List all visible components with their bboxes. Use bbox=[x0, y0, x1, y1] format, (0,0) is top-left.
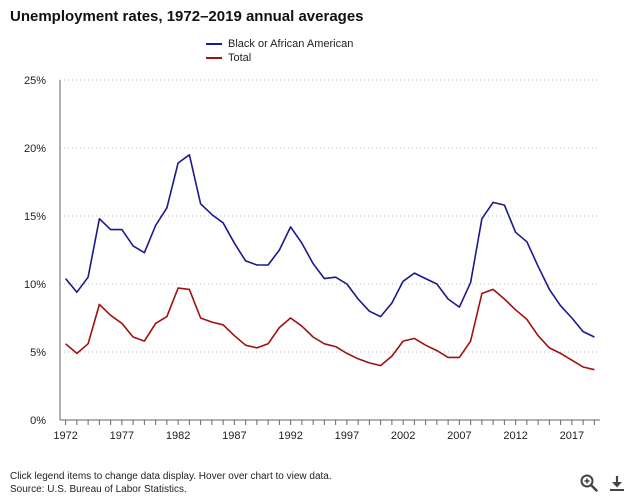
legend-swatch-black bbox=[206, 43, 222, 45]
x-tick-label: 1997 bbox=[335, 430, 359, 442]
x-tick-label: 2017 bbox=[560, 430, 584, 442]
chart-tools bbox=[580, 474, 626, 492]
footer-source: Source: U.S. Bureau of Labor Statistics. bbox=[10, 484, 187, 495]
series-line-black-or-african-american[interactable] bbox=[64, 154, 595, 338]
y-tick-label: 25% bbox=[24, 75, 46, 87]
chart-title: Unemployment rates, 1972–2019 annual ave… bbox=[10, 8, 364, 25]
x-tick-label: 1977 bbox=[110, 430, 134, 442]
series-lines[interactable] bbox=[64, 154, 595, 371]
legend-item-total[interactable]: Total bbox=[206, 51, 353, 65]
y-tick-label: 10% bbox=[24, 279, 46, 291]
legend: Black or African American Total bbox=[206, 37, 353, 65]
x-axis-ticks: 1972 1977 1982 1987 1992 1997 2002 2007 2012 2017 bbox=[53, 420, 595, 442]
y-tick-label: 15% bbox=[24, 211, 46, 223]
x-tick-label: 1982 bbox=[166, 430, 190, 442]
series-line-total[interactable] bbox=[65, 287, 595, 371]
footer-note: Click legend items to change data displa… bbox=[10, 471, 332, 482]
x-tick-label: 2012 bbox=[503, 430, 527, 442]
legend-label-total: Total bbox=[228, 52, 252, 64]
y-axis-ticks: 0% 5% 10% 15% 20% 25% bbox=[24, 75, 46, 427]
footer: Click legend items to change data displa… bbox=[10, 470, 332, 496]
x-tick-label: 2007 bbox=[447, 430, 471, 442]
x-tick-label: 1987 bbox=[222, 430, 246, 442]
axes bbox=[59, 80, 600, 421]
y-tick-label: 0% bbox=[30, 415, 46, 427]
x-tick-label: 2002 bbox=[391, 430, 415, 442]
line-chart[interactable]: 0% 5% 10% 15% 20% 25% 1972 1977 1982 1987 1992 199… bbox=[0, 0, 640, 465]
y-tick-label: 5% bbox=[30, 347, 46, 359]
legend-item-black[interactable]: Black or African American bbox=[206, 37, 353, 51]
y-tick-label: 20% bbox=[24, 143, 46, 155]
x-tick-label: 1992 bbox=[278, 430, 302, 442]
gridlines bbox=[60, 79, 600, 353]
zoom-icon[interactable] bbox=[580, 474, 598, 492]
legend-swatch-total bbox=[206, 57, 222, 59]
x-tick-label: 1972 bbox=[53, 430, 77, 442]
legend-label-black: Black or African American bbox=[228, 38, 354, 50]
download-icon[interactable] bbox=[608, 474, 626, 492]
